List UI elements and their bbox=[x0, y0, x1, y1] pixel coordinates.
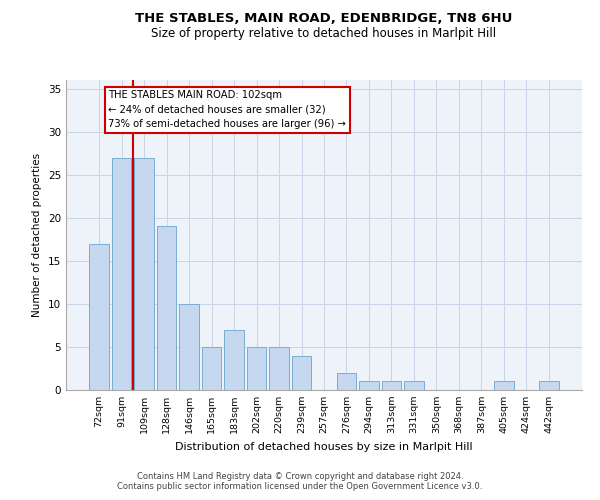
Text: THE STABLES MAIN ROAD: 102sqm
← 24% of detached houses are smaller (32)
73% of s: THE STABLES MAIN ROAD: 102sqm ← 24% of d… bbox=[109, 90, 346, 129]
Bar bbox=[359, 382, 379, 390]
Bar bbox=[404, 382, 424, 390]
Bar bbox=[494, 382, 514, 390]
Bar bbox=[247, 347, 266, 390]
Bar bbox=[539, 382, 559, 390]
Bar bbox=[157, 226, 176, 390]
Bar bbox=[337, 373, 356, 390]
Text: Contains public sector information licensed under the Open Government Licence v3: Contains public sector information licen… bbox=[118, 482, 482, 491]
Text: Contains HM Land Registry data © Crown copyright and database right 2024.: Contains HM Land Registry data © Crown c… bbox=[137, 472, 463, 481]
Bar bbox=[179, 304, 199, 390]
Bar bbox=[112, 158, 131, 390]
Bar bbox=[382, 382, 401, 390]
Bar bbox=[134, 158, 154, 390]
Text: THE STABLES, MAIN ROAD, EDENBRIDGE, TN8 6HU: THE STABLES, MAIN ROAD, EDENBRIDGE, TN8 … bbox=[136, 12, 512, 26]
Bar bbox=[292, 356, 311, 390]
Bar bbox=[269, 347, 289, 390]
Text: Size of property relative to detached houses in Marlpit Hill: Size of property relative to detached ho… bbox=[151, 28, 497, 40]
Bar bbox=[224, 330, 244, 390]
Bar bbox=[202, 347, 221, 390]
Bar bbox=[89, 244, 109, 390]
Y-axis label: Number of detached properties: Number of detached properties bbox=[32, 153, 43, 317]
X-axis label: Distribution of detached houses by size in Marlpit Hill: Distribution of detached houses by size … bbox=[175, 442, 473, 452]
